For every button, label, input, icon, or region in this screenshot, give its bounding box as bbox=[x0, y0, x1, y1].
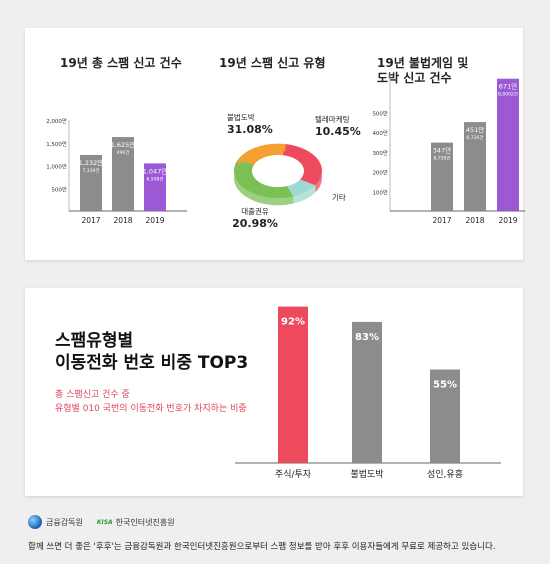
top3-subtitle-line1: 총 스팸신고 건수 중 bbox=[55, 390, 130, 400]
kisa-mark: KISA bbox=[96, 518, 113, 526]
chart1-ytick: 2,000만 bbox=[46, 117, 67, 125]
chart1-value-label: 1,232만 bbox=[79, 158, 104, 167]
globe-icon bbox=[28, 515, 42, 529]
chart3-ytick: 300만 bbox=[372, 149, 388, 157]
donut-slice bbox=[237, 143, 286, 165]
top3-card: 스팸유형별 이동전화 번호 비중 TOP3 총 스팸신고 건수 중 유형별 01… bbox=[25, 288, 523, 496]
chart3-xtick: 2018 bbox=[465, 216, 484, 225]
top3-xtick: 불법도박 bbox=[350, 469, 383, 480]
spam-stats-card: 19년 총 스팸 신고 건수 19년 스팸 신고 유형 19년 불법게임 및 도… bbox=[25, 28, 525, 260]
chart3-title-line1: 19년 불법게임 및 bbox=[377, 56, 469, 70]
chart1-value-label: 1,625만 bbox=[111, 140, 136, 149]
chart1-ytick: 500만 bbox=[51, 185, 67, 193]
chart3-value-label: 671만 bbox=[499, 82, 517, 91]
footer-note: 함께 쓰면 더 좋은 '후후'는 금융감독원과 한국인터넷진흥원으로부터 스팸 … bbox=[28, 542, 496, 552]
top3-xtick: 성인,유흥 bbox=[427, 468, 463, 480]
chart3-bar bbox=[497, 78, 519, 211]
top3-value-label: 83% bbox=[355, 332, 379, 343]
fss-logo: 금융감독원 bbox=[28, 515, 83, 529]
top3-xtick: 주식/투자 bbox=[275, 469, 312, 480]
chart1-xtick: 2019 bbox=[145, 216, 164, 225]
chart1-xtick: 2018 bbox=[113, 216, 132, 225]
chart3-value-label: 451만 bbox=[466, 125, 484, 134]
chart3-bar bbox=[431, 142, 453, 211]
chart2-title: 19년 스팸 신고 유형 bbox=[219, 56, 326, 70]
top3-bar bbox=[278, 306, 308, 463]
chart3-value-label: 347만 bbox=[433, 146, 451, 155]
top3-bar bbox=[430, 369, 460, 463]
top3-title-line2: 이동전화 번호 비중 TOP3 bbox=[55, 353, 249, 373]
chart1-value-label: 1,047만 bbox=[143, 166, 168, 175]
chart3-sub-label: 8,758건 bbox=[433, 155, 450, 162]
donut-label-gambling-value: 31.08% bbox=[227, 123, 273, 136]
chart1-sub-label: 6,508건 bbox=[146, 175, 163, 182]
top3-title-line1: 스팸유형별 bbox=[55, 331, 134, 351]
chart1-title: 19년 총 스팸 신고 건수 bbox=[60, 56, 182, 70]
top3-value-label: 55% bbox=[433, 380, 457, 391]
donut-label-telemarketing-value: 10.45% bbox=[315, 125, 361, 138]
chart1-sub-label: 7,339건 bbox=[82, 167, 99, 174]
top3-bar-chart: 92% 주식/투자 83% 불법도박 55% 성인,유흥 bbox=[235, 306, 501, 480]
chart3-ytick: 400만 bbox=[372, 129, 388, 137]
chart1-xtick: 2017 bbox=[81, 216, 100, 225]
chart1-sub-label: 496건 bbox=[117, 149, 130, 156]
fss-logo-text: 금융감독원 bbox=[46, 517, 83, 527]
top3-subtitle-line2: 유형별 010 국번의 이동전화 번호가 차지하는 비중 bbox=[55, 404, 247, 414]
chart3-xtick: 2017 bbox=[432, 216, 451, 225]
chart3-sub-label: 8,0002건 bbox=[498, 91, 518, 98]
donut-label-gambling: 불법도박 bbox=[227, 112, 255, 122]
chart3-ytick: 100만 bbox=[372, 188, 388, 196]
chart3-sub-label: 6,726건 bbox=[466, 134, 483, 141]
footer-logos: 금융감독원 KISA 한국인터넷진흥원 bbox=[28, 515, 175, 529]
kisa-logo: KISA 한국인터넷진흥원 bbox=[97, 517, 175, 528]
donut-slice bbox=[282, 144, 322, 186]
donut-label-loan-value: 20.98% bbox=[232, 217, 278, 230]
top3-bar bbox=[352, 321, 382, 463]
chart1-bar bbox=[80, 154, 102, 211]
donut-label-other: 기타 bbox=[332, 193, 346, 202]
donut-side bbox=[233, 159, 294, 206]
chart1-ytick: 1,500만 bbox=[46, 140, 67, 148]
chart3-title-line2: 도박 신고 건수 bbox=[377, 71, 452, 85]
donut-label-loan: 대출권유 bbox=[241, 206, 269, 216]
donut-label-telemarketing: 텔레마케팅 bbox=[315, 114, 350, 124]
chart1-bar bbox=[112, 137, 134, 211]
chart1-bar bbox=[144, 163, 166, 211]
chart1-ytick: 1,000만 bbox=[46, 163, 67, 171]
donut-slice bbox=[287, 179, 316, 197]
kisa-logo-text: 한국인터넷진흥원 bbox=[115, 517, 175, 527]
chart3-xtick: 2019 bbox=[498, 216, 517, 225]
chart3-bar bbox=[464, 122, 486, 211]
chart3-ytick: 200만 bbox=[372, 169, 388, 177]
donut-side bbox=[293, 185, 316, 204]
chart3-ytick: 500만 bbox=[372, 109, 388, 117]
donut-slice bbox=[234, 159, 294, 199]
top3-value-label: 92% bbox=[281, 317, 305, 328]
